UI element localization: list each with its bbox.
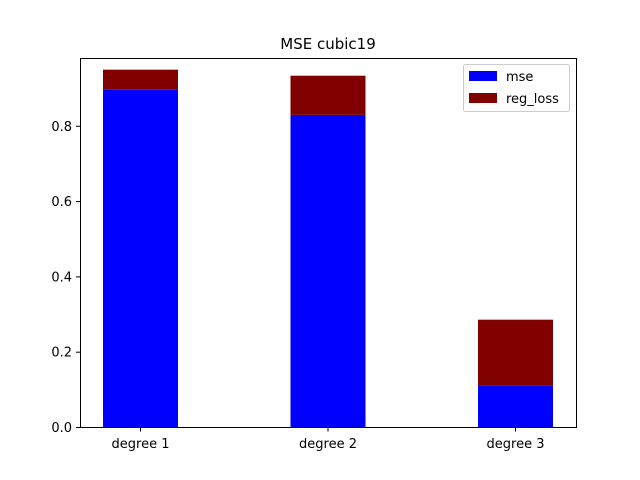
axes-layer: 0.0 0.2 0.4 0.6 0.8 degree 1 degree 2 degree 3 (51, 120, 544, 452)
bar-reg-loss-2 (290, 75, 366, 115)
bar-mse-1 (103, 89, 178, 427)
y-tick-label: 0.0 (51, 421, 72, 436)
legend-label-mse: mse (506, 70, 533, 85)
bar-reg-loss-3 (478, 319, 553, 386)
bar-mse-3 (478, 385, 553, 427)
bar-mse-2 (290, 114, 366, 427)
y-tick-label: 0.8 (51, 120, 72, 135)
y-tick-label: 0.2 (51, 346, 72, 361)
y-tick-label: 0.4 (51, 270, 72, 285)
legend-swatch-reg-loss (469, 93, 497, 103)
legend-swatch-mse (469, 71, 497, 81)
chart-title: MSE cubic19 (280, 35, 376, 53)
x-tick-label: degree 3 (487, 437, 545, 452)
legend: mse reg_loss (463, 64, 570, 112)
bar-reg-loss-1 (103, 69, 178, 90)
y-tick-label: 0.6 (51, 195, 72, 210)
x-tick-label: degree 2 (299, 437, 357, 452)
x-tick-label: degree 1 (112, 437, 170, 452)
bars-layer (103, 69, 553, 427)
legend-label-reg-loss: reg_loss (506, 92, 559, 107)
